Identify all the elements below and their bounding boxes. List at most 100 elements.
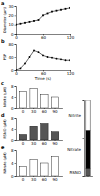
x-axis-tick-label: 60	[42, 141, 48, 146]
panel-title: b	[1, 38, 5, 44]
x-axis-tick: 30	[31, 176, 37, 182]
plot-area	[16, 50, 70, 70]
data-point	[33, 20, 35, 22]
x-axis-tick: 120	[67, 70, 75, 76]
y-axis-tick-label: 0	[11, 68, 14, 73]
x-axis: 0 30 60 90	[17, 140, 63, 146]
y-axis: 0102030	[8, 4, 16, 37]
y-axis-tick	[83, 138, 85, 139]
panel-title: d	[1, 112, 5, 118]
y-axis-tick: 4	[11, 95, 16, 100]
legend-label: RSNO	[70, 170, 81, 175]
plot-area	[19, 89, 59, 108]
x-axis-tick	[88, 176, 89, 177]
y-axis-tick: 8	[11, 148, 16, 153]
data-point	[24, 22, 26, 24]
x-axis-tick: 120	[67, 34, 75, 40]
y-axis-tick-mark	[83, 100, 85, 101]
y-axis-tick: 0	[11, 106, 16, 111]
data-point	[42, 54, 44, 56]
data-point	[56, 58, 58, 60]
data-point	[29, 56, 31, 58]
x-axis-tick-label: 60	[42, 109, 48, 114]
data-point	[47, 13, 49, 15]
x-axis-tick: 60	[42, 140, 48, 146]
bar	[41, 124, 48, 141]
x-axis-tick: 60	[42, 176, 48, 182]
data-point	[38, 51, 40, 53]
y-axis-tick-label: 8	[11, 116, 14, 121]
y-axis-tick-label: 8	[11, 84, 14, 89]
y-axis-tick-mark	[15, 57, 17, 58]
bar	[19, 166, 26, 176]
data-point	[38, 19, 40, 21]
x-axis-tick-label: 120	[67, 35, 75, 40]
chart-panel: 04080060120bPSPTime (s)	[1, 38, 75, 81]
x-axis-tick-label: 120	[67, 71, 75, 76]
x-axis-tick: 0	[22, 140, 25, 146]
data-point	[47, 56, 49, 58]
y-axis-tick-label: 20	[8, 13, 14, 18]
y-axis-tick-label: 0	[11, 138, 14, 143]
x-axis-tick: 90	[52, 140, 58, 146]
bar	[19, 92, 26, 109]
bar	[30, 89, 37, 108]
y-axis-tick: 8	[11, 84, 16, 89]
y-axis-title: Diameter (µm)	[3, 6, 7, 32]
x-axis-line	[85, 176, 93, 178]
bar	[51, 97, 58, 108]
y-axis-tick-mark	[15, 25, 17, 26]
data-point	[24, 63, 26, 65]
y-axis-tick-mark	[15, 150, 17, 151]
data-point	[65, 59, 67, 61]
y-axis-tick: 40	[8, 55, 16, 60]
bar-segment	[86, 168, 90, 176]
x-axis-tick: 0	[15, 34, 18, 40]
plot-area	[19, 157, 59, 177]
bar	[30, 126, 37, 140]
bar	[30, 160, 37, 176]
y-axis-tick-label: 30	[8, 4, 14, 9]
x-axis-tick-label: 30	[31, 141, 37, 146]
y-axis-title: RSNO (µM)	[3, 119, 7, 139]
data-point	[60, 58, 62, 60]
y-axis	[83, 101, 85, 177]
y-axis-tick-mark	[83, 138, 85, 139]
data-point	[69, 7, 70, 9]
y-axis-tick-label: 80	[8, 42, 14, 47]
x-axis-tick: 30	[31, 108, 37, 114]
y-axis-tick-mark	[15, 6, 17, 7]
x-axis-tick-label: 60	[41, 35, 47, 40]
y-axis-tick-mark	[15, 44, 17, 45]
plot-area	[19, 124, 59, 141]
x-axis-tick: 60	[42, 108, 48, 114]
y-axis-tick-mark	[15, 108, 17, 109]
x-axis-title: Time (s)	[34, 76, 52, 81]
x-axis-tick-label: 0	[22, 141, 25, 146]
data-point	[33, 50, 35, 52]
y-axis-tick-label: 4	[11, 161, 14, 166]
x-axis-tick-label: 60	[42, 177, 48, 182]
y-axis-tick-label: 4	[11, 127, 14, 132]
y-axis-tick: 8	[11, 116, 16, 121]
plot-area	[86, 100, 90, 176]
x-axis-tick: 0	[22, 176, 25, 182]
data-point	[65, 8, 67, 10]
y-axis-line	[15, 87, 17, 109]
y-axis-line	[15, 7, 17, 35]
x-axis: 0306090	[17, 176, 63, 182]
y-axis: 0 4 8	[11, 116, 17, 143]
y-axis-tick: 0	[11, 138, 16, 143]
y-axis-tick-label: 4	[11, 95, 14, 100]
bar-segment	[86, 100, 90, 130]
panel-title: e	[1, 144, 5, 150]
bar	[51, 132, 58, 140]
data-point	[60, 9, 62, 11]
y-axis-line	[15, 151, 17, 177]
data-point	[51, 11, 53, 13]
legend-label: Nitrate	[67, 147, 81, 152]
x-axis-tick: 60	[41, 34, 47, 40]
y-axis-tick: 80	[8, 42, 16, 47]
y-axis-tick: 4	[11, 127, 16, 132]
x-axis-tick-label: 0	[15, 35, 18, 40]
